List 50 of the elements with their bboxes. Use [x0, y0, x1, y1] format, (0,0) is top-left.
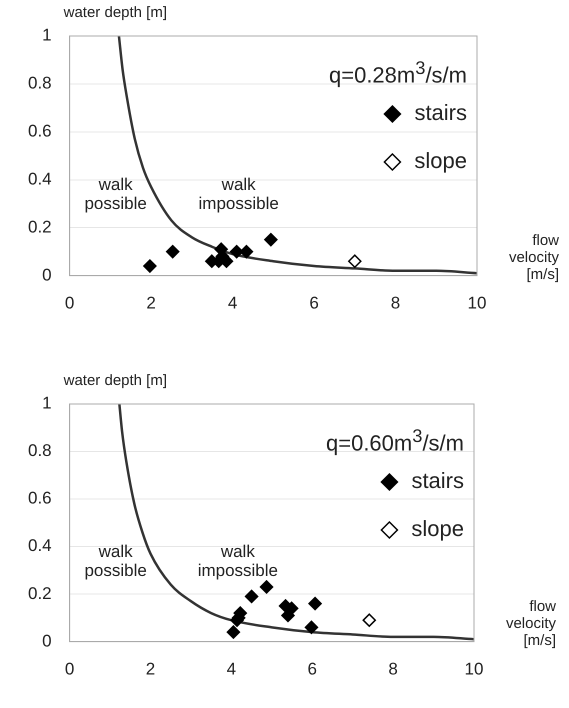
y-axis-title: water depth [m] [64, 4, 168, 21]
x-tick-label: 4 [226, 659, 236, 678]
point [240, 244, 254, 258]
annotation: walk impossible [198, 174, 280, 213]
legend-label: slope [414, 148, 467, 174]
y-tick-label: 0 [42, 631, 52, 650]
x-tick-label: 4 [228, 293, 238, 312]
point [362, 613, 376, 627]
y-tick-label: 0.2 [28, 584, 52, 603]
point [304, 620, 318, 634]
annotation: q=0.60m$^{3}$/s/m [326, 425, 464, 456]
annotation: walk impossible [196, 542, 279, 580]
x-tick-label: 8 [390, 293, 400, 312]
x-tick-label: 6 [308, 659, 317, 678]
x-axis-title: flow velocity [m/s] [508, 232, 559, 283]
x-tick-label: 8 [388, 659, 398, 678]
x-axis-title: flow velocity [m/s] [504, 598, 556, 649]
x-tick-label: 10 [468, 293, 486, 312]
point [264, 232, 278, 246]
legend-label: stairs [414, 100, 467, 126]
point [244, 590, 258, 604]
point [143, 259, 157, 273]
legend-label: stairs [411, 468, 464, 494]
y-axis-title: water depth [m] [64, 372, 168, 389]
point [348, 254, 362, 268]
y-tick-label: 0.6 [28, 488, 52, 508]
point [308, 596, 322, 610]
point [260, 580, 274, 594]
point [230, 244, 244, 258]
y-tick-label: 1 [42, 394, 52, 413]
legend-label: slope [411, 516, 464, 542]
x-tick-label: 0 [64, 293, 74, 312]
x-tick-label: 6 [309, 293, 319, 312]
point [226, 625, 240, 639]
y-tick-label: 0.2 [28, 217, 52, 236]
x-tick-label: 10 [464, 659, 484, 678]
point [166, 244, 180, 258]
x-tick-label: 2 [146, 659, 156, 678]
y-tick-label: 0.8 [28, 441, 52, 460]
y-tick-label: 0 [42, 265, 52, 284]
y-tick-label: 0.8 [28, 74, 52, 93]
annotation: walk possible [83, 174, 148, 213]
y-tick-label: 0.4 [28, 169, 52, 188]
x-tick-label: 0 [64, 659, 74, 678]
y-tick-label: 0.6 [28, 122, 52, 141]
y-tick-label: 1 [42, 26, 52, 45]
annotation: walk possible [83, 542, 148, 580]
x-tick-label: 2 [146, 293, 156, 312]
y-tick-label: 0.4 [28, 536, 52, 556]
annotation: q=0.28m$^{3}$/s/m [329, 57, 467, 88]
